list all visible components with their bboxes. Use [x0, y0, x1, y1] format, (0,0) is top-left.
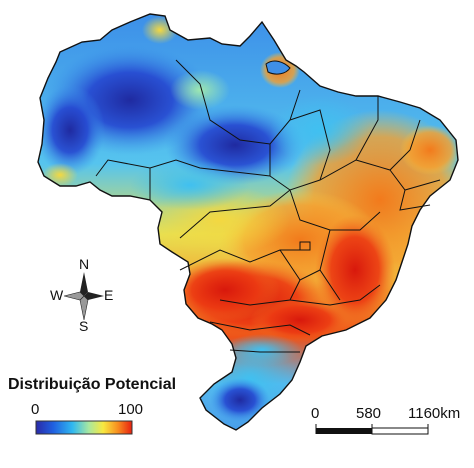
state-borders [95, 59, 441, 353]
legend-color-ramp [35, 420, 133, 435]
compass-west-label: W [50, 287, 64, 303]
compass-east-label: E [104, 287, 114, 303]
legend-max-label: 100 [118, 401, 144, 418]
compass-south-label: S [79, 318, 89, 334]
scale-tick-580: 580 [356, 405, 382, 422]
legend-title: Distribuição Potencial [8, 376, 177, 393]
island-marajo [265, 60, 291, 75]
legend-min-label: 0 [31, 401, 40, 418]
scale-bar [315, 424, 429, 435]
scale-tick-1160: 1160km [408, 405, 461, 422]
scale-tick-0: 0 [311, 405, 320, 422]
compass-north-label: N [79, 256, 90, 272]
compass-rose [63, 272, 104, 321]
